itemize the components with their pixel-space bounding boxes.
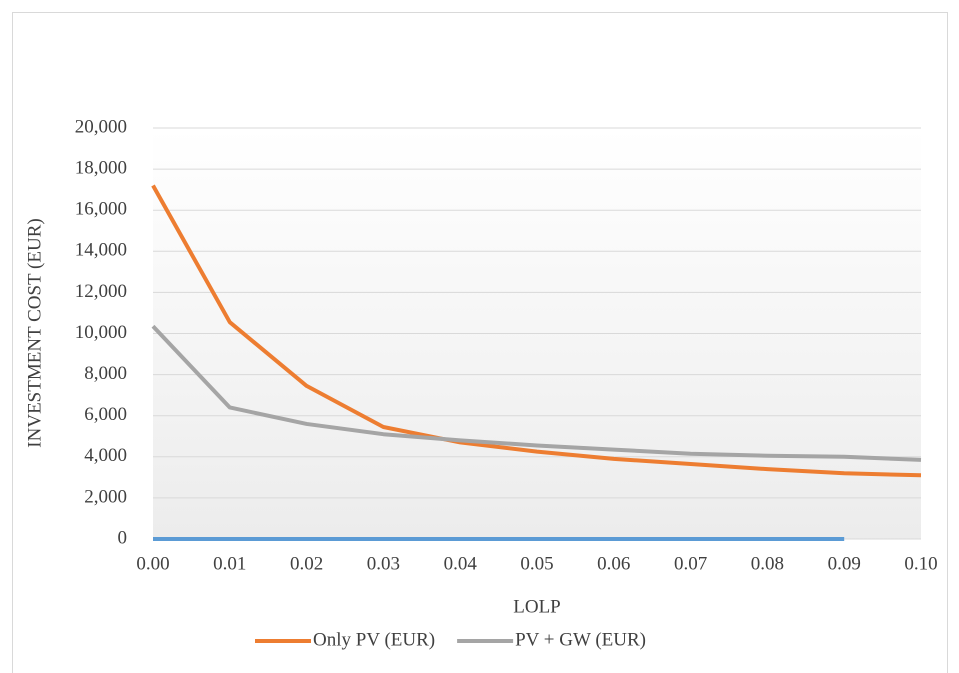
x-axis-label: LOLP: [513, 596, 561, 617]
x-tick-label: 0.05: [520, 553, 553, 574]
x-tick-label: 0.00: [136, 553, 169, 574]
x-tick-label: 0.06: [597, 553, 630, 574]
series-line: [151, 184, 922, 478]
legend-label: PV + GW (EUR): [515, 629, 646, 650]
y-tick-label: 14,000: [75, 240, 127, 261]
x-tick-label: 0.02: [290, 553, 323, 574]
y-tick-label: 6,000: [84, 404, 127, 425]
legend-label: Only PV (EUR): [313, 629, 435, 650]
y-tick-label: 0: [118, 527, 128, 548]
y-tick-label: 12,000: [75, 281, 127, 302]
x-tick-label: 0.07: [674, 553, 707, 574]
y-tick-label: 8,000: [84, 363, 127, 384]
x-tick-label: 0.10: [904, 553, 937, 574]
y-tick-label: 10,000: [75, 322, 127, 343]
y-tick-label: 16,000: [75, 199, 127, 220]
y-tick-label: 2,000: [84, 486, 127, 507]
y-axis-label: INVESTMENT COST (EUR): [24, 218, 45, 447]
x-tick-label: 0.09: [828, 553, 861, 574]
series-line: [151, 324, 922, 462]
x-tick-label: 0.08: [751, 553, 784, 574]
x-tick-label: 0.04: [444, 553, 478, 574]
y-tick-label: 18,000: [75, 157, 127, 178]
y-tick-label: 4,000: [84, 445, 127, 466]
x-tick-label: 0.03: [367, 553, 400, 574]
y-tick-label: 20,000: [75, 116, 127, 137]
x-tick-label: 0.01: [213, 553, 246, 574]
